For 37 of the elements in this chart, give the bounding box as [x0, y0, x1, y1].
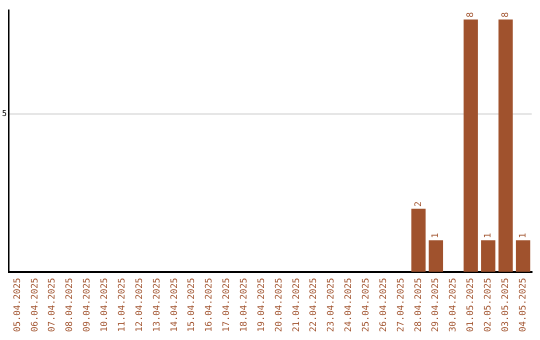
y-tick-label: 5 [2, 109, 7, 118]
x-tick-label: 22.04.2025 [309, 278, 320, 332]
x-tick-label: 01.05.2025 [466, 278, 476, 332]
data-label: 8 [500, 12, 511, 18]
x-tick-label: 20.04.2025 [274, 278, 284, 332]
x-tick-label: 06.04.2025 [30, 278, 40, 332]
x-tick-label: 16.04.2025 [204, 278, 215, 332]
x-tick-label: 17.04.2025 [222, 278, 232, 332]
x-tick-label: 05.04.2025 [12, 278, 23, 332]
x-tick-label: 23.04.2025 [326, 278, 337, 332]
x-tick-label: 30.04.2025 [448, 278, 459, 332]
data-label: 1 [484, 232, 494, 238]
x-tick-label: 14.04.2025 [170, 278, 180, 332]
x-tick-label: 09.04.2025 [82, 278, 93, 332]
x-tick-label: 12.04.2025 [134, 278, 145, 332]
data-label: 1 [431, 232, 442, 238]
x-tick-label: 27.04.2025 [396, 278, 406, 332]
x-tick-label: 28.04.2025 [414, 278, 424, 332]
x-tick-label: 08.04.2025 [65, 278, 76, 332]
x-tick-label: 24.04.2025 [344, 278, 354, 332]
x-tick-label: 02.05.2025 [484, 278, 494, 332]
x-tick-label: 19.04.2025 [256, 278, 267, 332]
data-label: 8 [466, 12, 476, 18]
x-tick-label: 18.04.2025 [239, 278, 250, 332]
x-tick-label: 25.04.2025 [362, 278, 372, 332]
data-label: 1 [518, 232, 528, 238]
x-tick-label: 10.04.2025 [100, 278, 110, 332]
x-tick-label: 13.04.2025 [152, 278, 162, 332]
data-label: 2 [414, 201, 424, 207]
x-tick-label: 15.04.2025 [187, 278, 198, 332]
x-tick-label: 03.05.2025 [500, 278, 511, 332]
x-tick-label: 04.05.2025 [518, 278, 528, 332]
x-tick-label: 26.04.2025 [378, 278, 389, 332]
x-tick-label: 07.04.2025 [48, 278, 58, 332]
x-tick-label: 29.04.2025 [431, 278, 442, 332]
x-tick-label: 11.04.2025 [117, 278, 128, 332]
x-tick-label: 21.04.2025 [292, 278, 302, 332]
